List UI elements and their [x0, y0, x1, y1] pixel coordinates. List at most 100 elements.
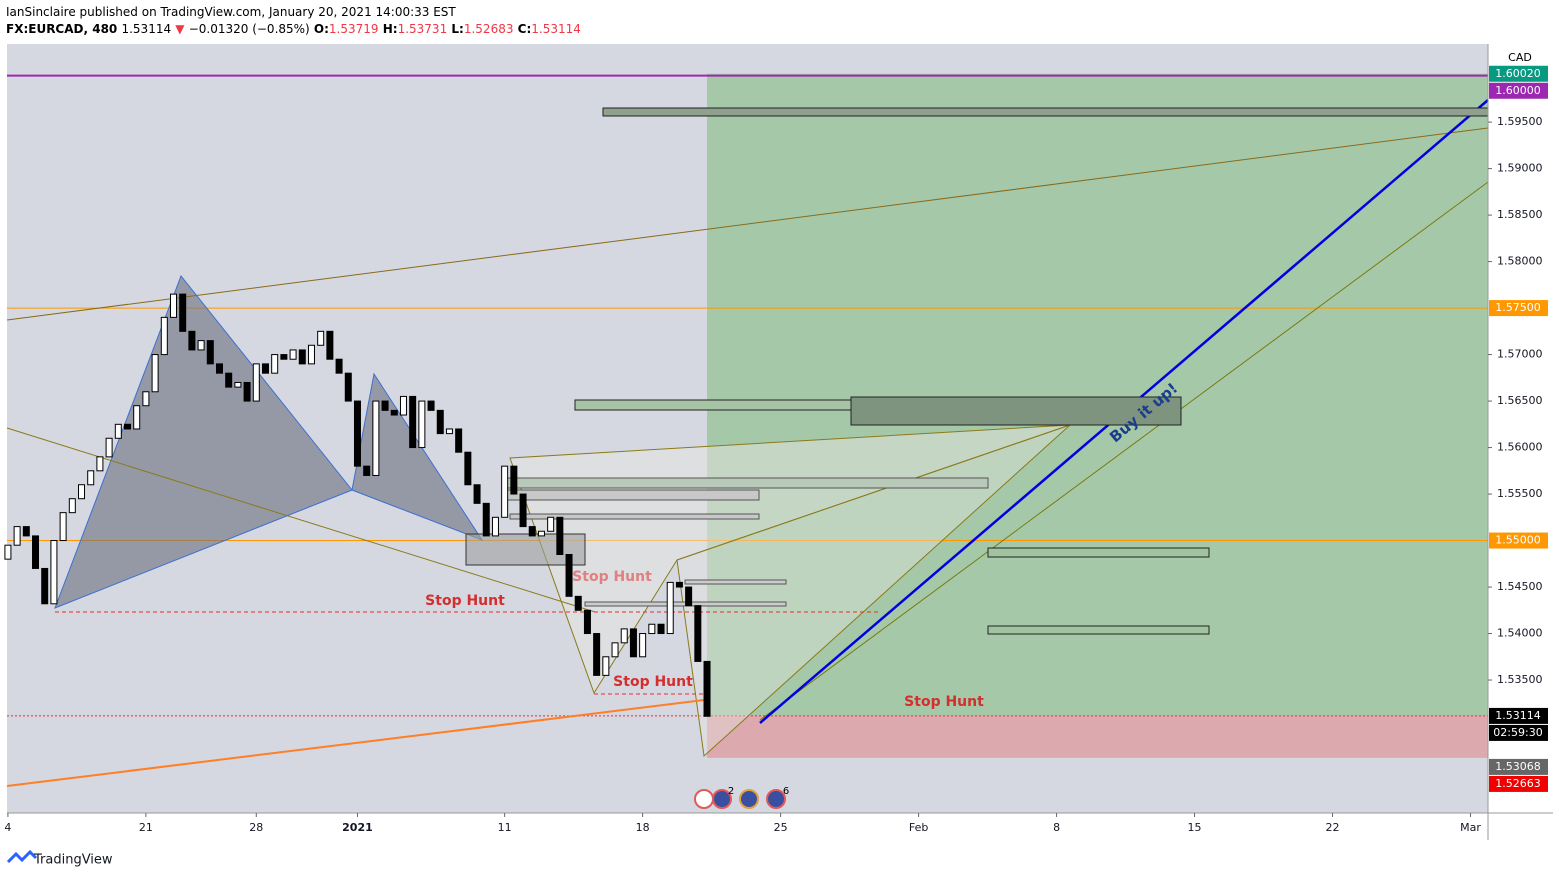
y-tick-label: 1.58000: [1497, 255, 1543, 268]
y-tick-label: 1.57000: [1497, 348, 1543, 361]
candle-body: [78, 484, 86, 500]
candle-body: [685, 586, 693, 607]
candle-body: [519, 493, 527, 528]
logo: [6, 849, 38, 864]
candle-body: [225, 372, 233, 388]
header-ohlc: FX:EURCAD, 480 1.53114 ▼ −0.01320 (−0.85…: [6, 22, 581, 36]
candle-body: [464, 451, 472, 486]
candle-body: [179, 293, 187, 332]
y-tick-label: 1.59500: [1497, 115, 1543, 128]
l-label: L:: [451, 22, 464, 36]
price-label: 1.60000: [1495, 84, 1541, 97]
candle-body: [105, 437, 113, 458]
x-tick-label: Feb: [909, 821, 928, 834]
header-line: IanSinclaire published on TradingView.co…: [6, 5, 456, 19]
candle-body: [317, 330, 325, 346]
candle-body: [372, 400, 380, 476]
harmonic-pattern: [351, 372, 484, 542]
c-label: C:: [517, 22, 532, 36]
candle-body: [510, 465, 518, 495]
x-tick-label: 15: [1188, 821, 1202, 834]
trend-line: [759, 99, 1489, 724]
trend-line: [6, 427, 596, 613]
o: 1.53719: [328, 22, 379, 36]
candle-body: [289, 349, 297, 360]
arrow: ▼: [175, 22, 185, 36]
candle-body: [133, 405, 141, 430]
annotation: Stop Hunt: [572, 569, 652, 585]
brand: TradingView: [33, 853, 113, 868]
y-tick-label: 1.58500: [1497, 208, 1543, 221]
zone: [987, 547, 1210, 558]
x-tick-label: 18: [636, 821, 650, 834]
zone: [602, 107, 1489, 117]
zone: [987, 625, 1210, 635]
candle-body: [399, 395, 407, 416]
plot-background: [7, 44, 1488, 813]
trend-line: [6, 699, 705, 787]
candle-body: [620, 628, 628, 644]
candle-body: [666, 581, 674, 635]
symbol: FX:EURCAD, 480: [6, 22, 118, 36]
y-tick-label: 1.56500: [1497, 394, 1543, 407]
price-label: 1.60020: [1495, 67, 1541, 80]
x-tick-label: 22: [1326, 821, 1340, 834]
y-tick-label: 1.55500: [1497, 487, 1543, 500]
drawings: [6, 99, 1489, 787]
candle-body: [243, 381, 251, 402]
harmonic-pattern: [509, 424, 1071, 695]
candle-body: [602, 656, 610, 676]
annotation: Stop Hunt: [613, 674, 693, 690]
candle-body: [556, 516, 564, 555]
zone: [584, 601, 787, 607]
o-label: O:: [313, 22, 329, 36]
x-tick-label: Mar: [1460, 821, 1481, 834]
harmonic-pattern: [676, 424, 1071, 758]
trend-line: [759, 181, 1489, 721]
candle-body: [142, 391, 150, 407]
candle-body: [501, 465, 509, 518]
price-label-box: [1489, 65, 1548, 82]
candle-body: [326, 330, 334, 360]
annotation: Buy it up!: [1106, 379, 1181, 446]
price-label: 1.53068: [1495, 760, 1541, 773]
candle-body: [583, 609, 591, 635]
x-tick-label: 21: [139, 821, 153, 834]
countdown-box: [1489, 724, 1548, 741]
candle-body: [436, 409, 444, 435]
trend-line: [6, 127, 1489, 321]
event-icon: [694, 789, 714, 809]
zone: [574, 399, 989, 411]
candle-body: [593, 633, 601, 676]
annotation: Stop Hunt: [425, 593, 505, 609]
candle-body: [197, 340, 205, 351]
x-tick-label: 11: [498, 821, 512, 834]
x-tick-label: 2021: [342, 821, 373, 834]
event-icon: [739, 789, 759, 809]
candle-body: [694, 605, 702, 662]
candle-body: [675, 581, 683, 588]
zone: [509, 513, 760, 520]
candle-body: [455, 428, 463, 453]
candle-body: [381, 400, 389, 411]
price-label: 1.52663: [1495, 777, 1541, 790]
price-label: 1.57500: [1495, 301, 1541, 314]
y-tick-label: 1.59000: [1497, 162, 1543, 175]
candle-body: [648, 623, 656, 635]
candle-body: [206, 340, 214, 365]
candle-body: [445, 428, 453, 435]
zone: [850, 396, 1182, 426]
axis-title: CAD: [1508, 51, 1532, 64]
h-label: H:: [382, 22, 398, 36]
candle-body: [335, 358, 343, 374]
y-tick-label: 1.53500: [1497, 673, 1543, 686]
candle-body: [473, 484, 481, 504]
candle-body: [418, 400, 426, 449]
event-count: 6: [783, 786, 789, 797]
candle-body: [307, 344, 315, 365]
price-label: 1.55000: [1495, 534, 1541, 547]
candle-body: [491, 516, 499, 537]
change: −0.01320 (−0.85%): [188, 22, 310, 36]
candle-body: [68, 498, 76, 514]
